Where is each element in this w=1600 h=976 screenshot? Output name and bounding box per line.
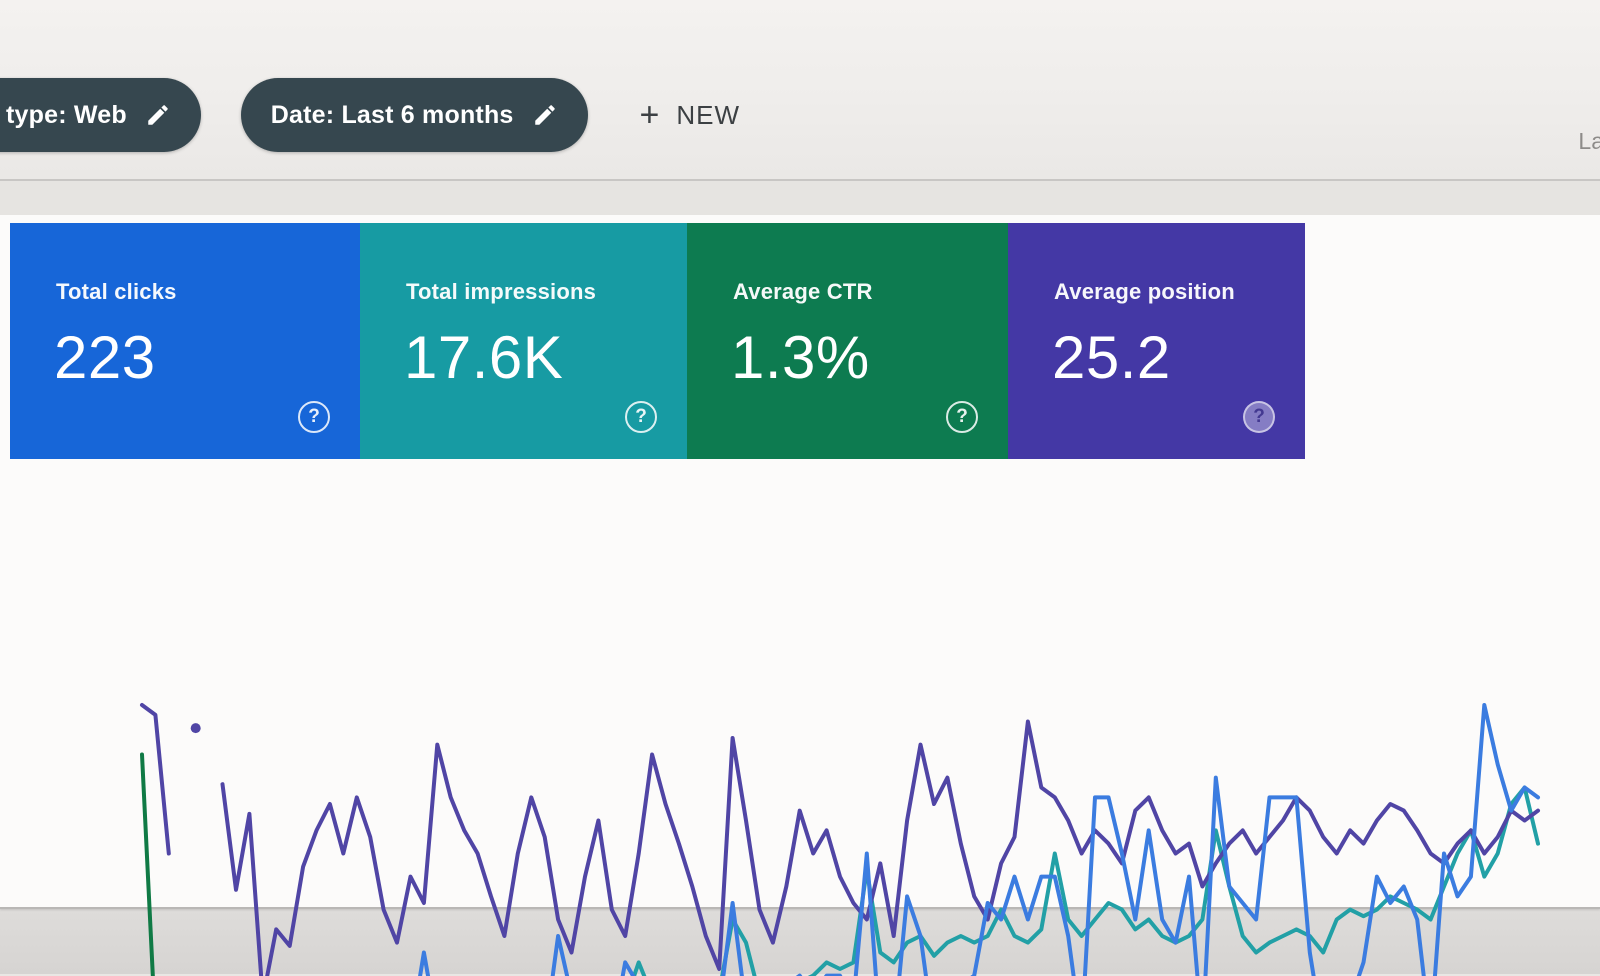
metric-label: Average CTR	[733, 279, 873, 304]
filter-bar: type: Web Date: Last 6 months + NEW La	[0, 0, 1600, 181]
metric-label: Total impressions	[406, 279, 597, 304]
new-filter-button[interactable]: + NEW	[640, 98, 741, 132]
metric-label: Average position	[1054, 279, 1235, 304]
performance-chart[interactable]	[130, 691, 1550, 976]
performance-chart-area[interactable]: 2/24/193/10/193/24/194/7/194/21/195/5/19…	[0, 677, 1600, 976]
data-point-dot	[190, 723, 201, 734]
metric-label: Total clicks	[56, 279, 177, 304]
metric-card-total-clicks[interactable]: Total clicks 223 ?	[10, 223, 360, 459]
page-background	[0, 909, 1600, 974]
series-line-position	[140, 703, 171, 856]
metric-card-average-ctr[interactable]: Average CTR 1.3% ?	[687, 223, 1008, 459]
metric-cards-row: Total clicks 223 ? Total impressions 17.…	[10, 223, 1305, 459]
filter-chip-row: type: Web Date: Last 6 months + NEW	[0, 78, 740, 152]
new-filter-label: NEW	[676, 99, 741, 130]
help-icon[interactable]: ?	[625, 401, 657, 433]
metric-card-total-impressions[interactable]: Total impressions 17.6K ?	[360, 223, 687, 459]
series-line-position	[220, 719, 1540, 976]
help-icon[interactable]: ?	[1243, 401, 1275, 433]
metric-card-average-position[interactable]: Average position 25.2 ?	[1008, 223, 1305, 459]
help-icon[interactable]: ?	[946, 401, 978, 433]
edit-icon	[148, 105, 168, 125]
last-updated-partial-text: La	[1578, 128, 1600, 154]
filter-chip-search-type[interactable]: type: Web	[0, 78, 201, 152]
plus-icon: +	[639, 96, 661, 134]
performance-panel: Total clicks 223 ? Total impressions 17.…	[0, 181, 1600, 976]
metric-value: 25.2	[1052, 324, 1171, 391]
filter-chip-label: type: Web	[6, 100, 127, 129]
filter-chip-date-range[interactable]: Date: Last 6 months	[240, 78, 588, 152]
filter-chip-label: Date: Last 6 months	[270, 100, 514, 129]
help-icon[interactable]: ?	[298, 401, 330, 433]
edit-icon	[534, 105, 555, 125]
metric-value: 223	[54, 324, 156, 391]
series-line-impressions	[631, 785, 1540, 976]
metric-value: 17.6K	[404, 324, 564, 391]
metric-value: 1.3%	[731, 324, 870, 391]
